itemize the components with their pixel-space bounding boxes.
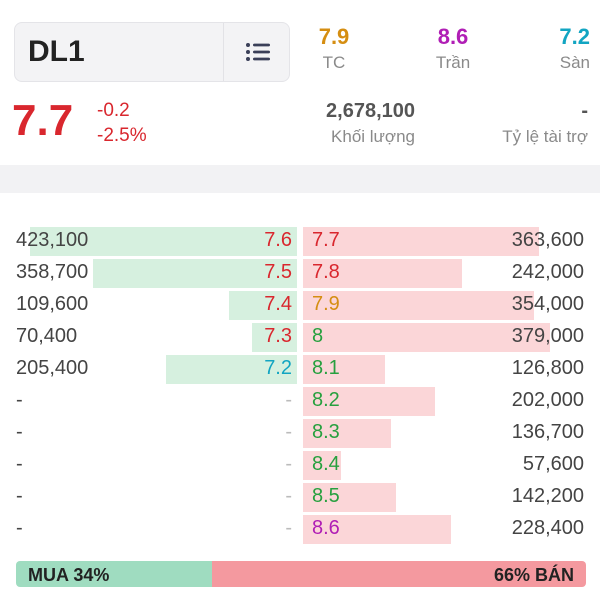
ask-price[interactable]: 7.7 xyxy=(312,229,340,251)
order-book-row[interactable]: 358,700 7.5 7.8 242,000 xyxy=(0,258,600,290)
bid-volume: 358,700 xyxy=(16,261,89,283)
ask-price[interactable]: 8.5 xyxy=(312,485,340,507)
bid-volume: - xyxy=(16,453,23,475)
ask-price[interactable]: 8.1 xyxy=(312,357,340,379)
ask-volume-bar xyxy=(303,291,534,320)
ask-volume-bar xyxy=(303,227,539,256)
buy-ratio-label: MUA 34% xyxy=(28,565,110,585)
floor-price: 7.2 Sàn xyxy=(540,24,590,73)
order-book-row[interactable]: - -8.3 136,700 xyxy=(0,418,600,450)
financing-ratio-label: Tỷ lệ tài trợ xyxy=(502,127,588,146)
list-menu-button[interactable] xyxy=(223,23,291,81)
ask-volume-bar xyxy=(303,451,341,480)
stock-header: DL1 7.9 TC 8.6 Trần 7.2 Sàn 7.7 -0.2 -2.… xyxy=(0,0,600,165)
change-percent: -2.5% xyxy=(97,125,147,146)
symbol-text: DL1 xyxy=(28,35,85,68)
ask-volume: 379,000 xyxy=(511,325,584,347)
total-volume-label: Khối lượng xyxy=(331,127,415,146)
order-book-row[interactable]: - -8.6 228,400 xyxy=(0,514,600,546)
bid-volume: 109,600 xyxy=(16,293,89,315)
bid-volume: - xyxy=(16,421,23,443)
ask-volume: 354,000 xyxy=(511,293,584,315)
order-book-row[interactable]: - -8.5 142,200 xyxy=(0,482,600,514)
bid-volume: - xyxy=(16,485,23,507)
bid-price[interactable]: 7.5 xyxy=(264,261,292,283)
ask-volume-bar xyxy=(303,387,435,416)
price-change: -0.2 -2.5% xyxy=(97,98,147,148)
order-book: 423,100 7.6 7.7 363,600 358,700 7.5 7.8 242,000… xyxy=(0,226,600,546)
ask-volume: 136,700 xyxy=(511,421,584,443)
section-divider xyxy=(0,165,600,193)
ask-volume: 126,800 xyxy=(511,357,584,379)
ask-price[interactable]: 7.8 xyxy=(312,261,340,283)
order-book-row[interactable]: 70,400 7.3 8 379,000 xyxy=(0,322,600,354)
ask-price[interactable]: 8.4 xyxy=(312,453,340,475)
ask-price[interactable]: 8 xyxy=(312,325,324,347)
ask-volume-bar xyxy=(303,323,550,352)
bid-volume: 423,100 xyxy=(16,229,89,251)
ask-price[interactable]: 7.9 xyxy=(312,293,340,315)
bid-volume-bar xyxy=(252,323,297,352)
floor-price-value: 7.2 xyxy=(559,24,590,49)
ask-volume-bar xyxy=(303,515,451,544)
ask-volume: 142,200 xyxy=(511,485,584,507)
buy-sell-ratio: MUA 34% 66% BÁN xyxy=(16,561,586,587)
ask-volume-bar xyxy=(303,419,391,448)
bid-price[interactable]: 7.6 xyxy=(264,229,292,251)
bid-volume-bar xyxy=(30,227,297,256)
order-book-row[interactable]: 205,400 7.2 8.1 126,800 xyxy=(0,354,600,386)
list-menu-icon xyxy=(245,43,270,61)
symbol-selector[interactable]: DL1 xyxy=(14,22,290,82)
bid-volume: - xyxy=(16,389,23,411)
bid-volume-bar xyxy=(166,355,297,384)
floor-price-label: Sàn xyxy=(559,53,590,72)
total-volume-value: 2,678,100 xyxy=(326,100,415,122)
bid-price[interactable]: 7.3 xyxy=(264,325,292,347)
reference-price-value: 7.9 xyxy=(318,24,350,49)
bid-price[interactable]: - xyxy=(285,421,292,443)
bid-volume: 70,400 xyxy=(16,325,78,347)
total-volume: 2,678,100 Khối lượng xyxy=(290,100,415,147)
ask-volume: 363,600 xyxy=(511,229,584,251)
sell-ratio-bar xyxy=(212,561,586,587)
ask-volume-bar xyxy=(303,483,396,512)
bid-price[interactable]: - xyxy=(285,389,292,411)
bid-price[interactable]: - xyxy=(285,517,292,539)
bid-price[interactable]: - xyxy=(285,485,292,507)
reference-price-label: TC xyxy=(322,53,346,72)
order-book-row[interactable]: - -8.2 202,000 xyxy=(0,386,600,418)
financing-ratio-value: - xyxy=(581,100,588,122)
bid-price[interactable]: 7.4 xyxy=(264,293,292,315)
last-price: 7.7 xyxy=(12,96,74,145)
bid-volume: 205,400 xyxy=(16,357,89,379)
change-value: -0.2 xyxy=(97,100,130,121)
order-book-row[interactable]: - -8.4 57,600 xyxy=(0,450,600,482)
order-book-row[interactable]: 109,600 7.4 7.9 354,000 xyxy=(0,290,600,322)
bid-volume-bar xyxy=(229,291,297,320)
ceiling-price-value: 8.6 xyxy=(437,24,469,49)
ask-volume-bar xyxy=(303,355,385,384)
ask-price[interactable]: 8.3 xyxy=(312,421,340,443)
ask-volume-bar xyxy=(303,259,462,288)
reference-price: 7.9 TC xyxy=(306,24,362,73)
sell-ratio-label: 66% BÁN xyxy=(493,565,574,585)
ask-volume: 242,000 xyxy=(511,261,584,283)
ceiling-price: 8.6 Trần xyxy=(420,24,486,73)
ceiling-price-label: Trần xyxy=(435,53,471,72)
bid-price[interactable]: - xyxy=(285,453,292,475)
bid-volume: - xyxy=(16,517,23,539)
order-book-row[interactable]: 423,100 7.6 7.7 363,600 xyxy=(0,226,600,258)
financing-ratio: - Tỷ lệ tài trợ xyxy=(470,100,588,147)
ask-volume: 57,600 xyxy=(522,453,584,475)
ask-price[interactable]: 8.2 xyxy=(312,389,340,411)
ask-price[interactable]: 8.6 xyxy=(312,517,340,539)
bid-price[interactable]: 7.2 xyxy=(264,357,292,379)
bid-volume-bar xyxy=(93,259,297,288)
ask-volume: 228,400 xyxy=(511,517,584,539)
buy-ratio-bar xyxy=(16,561,212,587)
ask-volume: 202,000 xyxy=(511,389,584,411)
